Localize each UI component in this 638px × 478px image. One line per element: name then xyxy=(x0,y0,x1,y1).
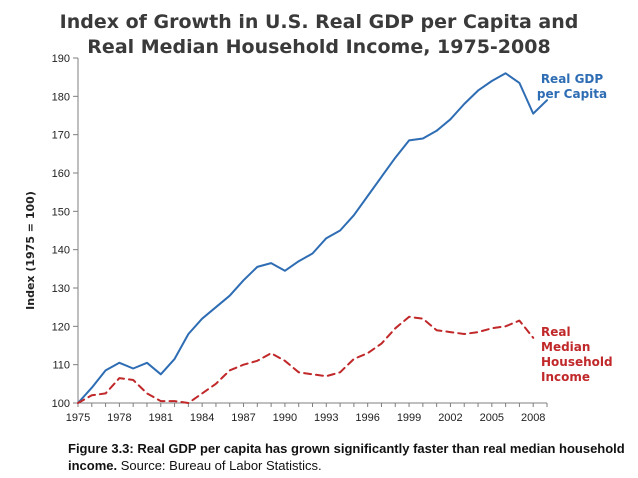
x-tick-label: 1975 xyxy=(66,412,90,424)
x-tick-label: 2005 xyxy=(480,412,504,424)
series-annotation-line: Median xyxy=(541,340,590,354)
y-tick-label: 100 xyxy=(52,398,70,410)
series-line-income xyxy=(77,315,535,404)
x-tick-label: 1987 xyxy=(231,412,255,424)
y-tick-label: 120 xyxy=(52,321,70,333)
x-tick-label: 2008 xyxy=(521,412,545,424)
y-tick-label: 130 xyxy=(52,283,70,295)
y-tick-label: 170 xyxy=(52,130,70,142)
y-tick-label: 180 xyxy=(52,91,70,103)
y-tick-label: 110 xyxy=(52,360,70,372)
chart-title-line-2: Real Median Household Income, 1975-2008 xyxy=(87,36,551,58)
x-tick-label: 1996 xyxy=(355,412,379,424)
series-annotation-line: Real GDP xyxy=(541,72,604,86)
x-tick-label: 1978 xyxy=(107,412,131,424)
x-tick-label: 2002 xyxy=(438,412,462,424)
x-tick-label: 1999 xyxy=(397,412,421,424)
series-annotation-line: Income xyxy=(541,370,590,384)
x-tick-label: 1981 xyxy=(149,412,173,424)
figure-caption-source: Source: Bureau of Labor Statistics. xyxy=(117,458,322,473)
line-chart: 100 110 120 130 140 150 160 170 180 190 1975 1978 19… xyxy=(24,53,613,424)
x-tick-label: 1990 xyxy=(273,412,297,424)
y-tick-label: 190 xyxy=(52,53,70,65)
series-annotation-line: Household xyxy=(541,355,613,369)
series-line-gdp xyxy=(77,72,548,404)
x-tick-label: 1993 xyxy=(314,412,338,424)
y-axis-label: Index (1975 = 100) xyxy=(24,191,37,310)
chart-title-line-1: Index of Growth in U.S. Real GDP per Cap… xyxy=(59,11,579,33)
y-tick-label: 160 xyxy=(52,168,70,180)
y-tick-label: 150 xyxy=(52,206,70,218)
figure-caption: Figure 3.3: Real GDP per capita has grow… xyxy=(68,440,628,474)
chart-title: Index of Growth in U.S. Real GDP per Cap… xyxy=(0,10,638,60)
y-tick-label: 140 xyxy=(52,245,70,257)
figure-caption-bold: Figure 3.3: Real GDP per capita has grow… xyxy=(68,441,625,473)
series-annotation-line: Real xyxy=(541,325,571,339)
x-tick-label: 1984 xyxy=(190,412,214,424)
series-annotation-line: per Capita xyxy=(537,87,607,101)
